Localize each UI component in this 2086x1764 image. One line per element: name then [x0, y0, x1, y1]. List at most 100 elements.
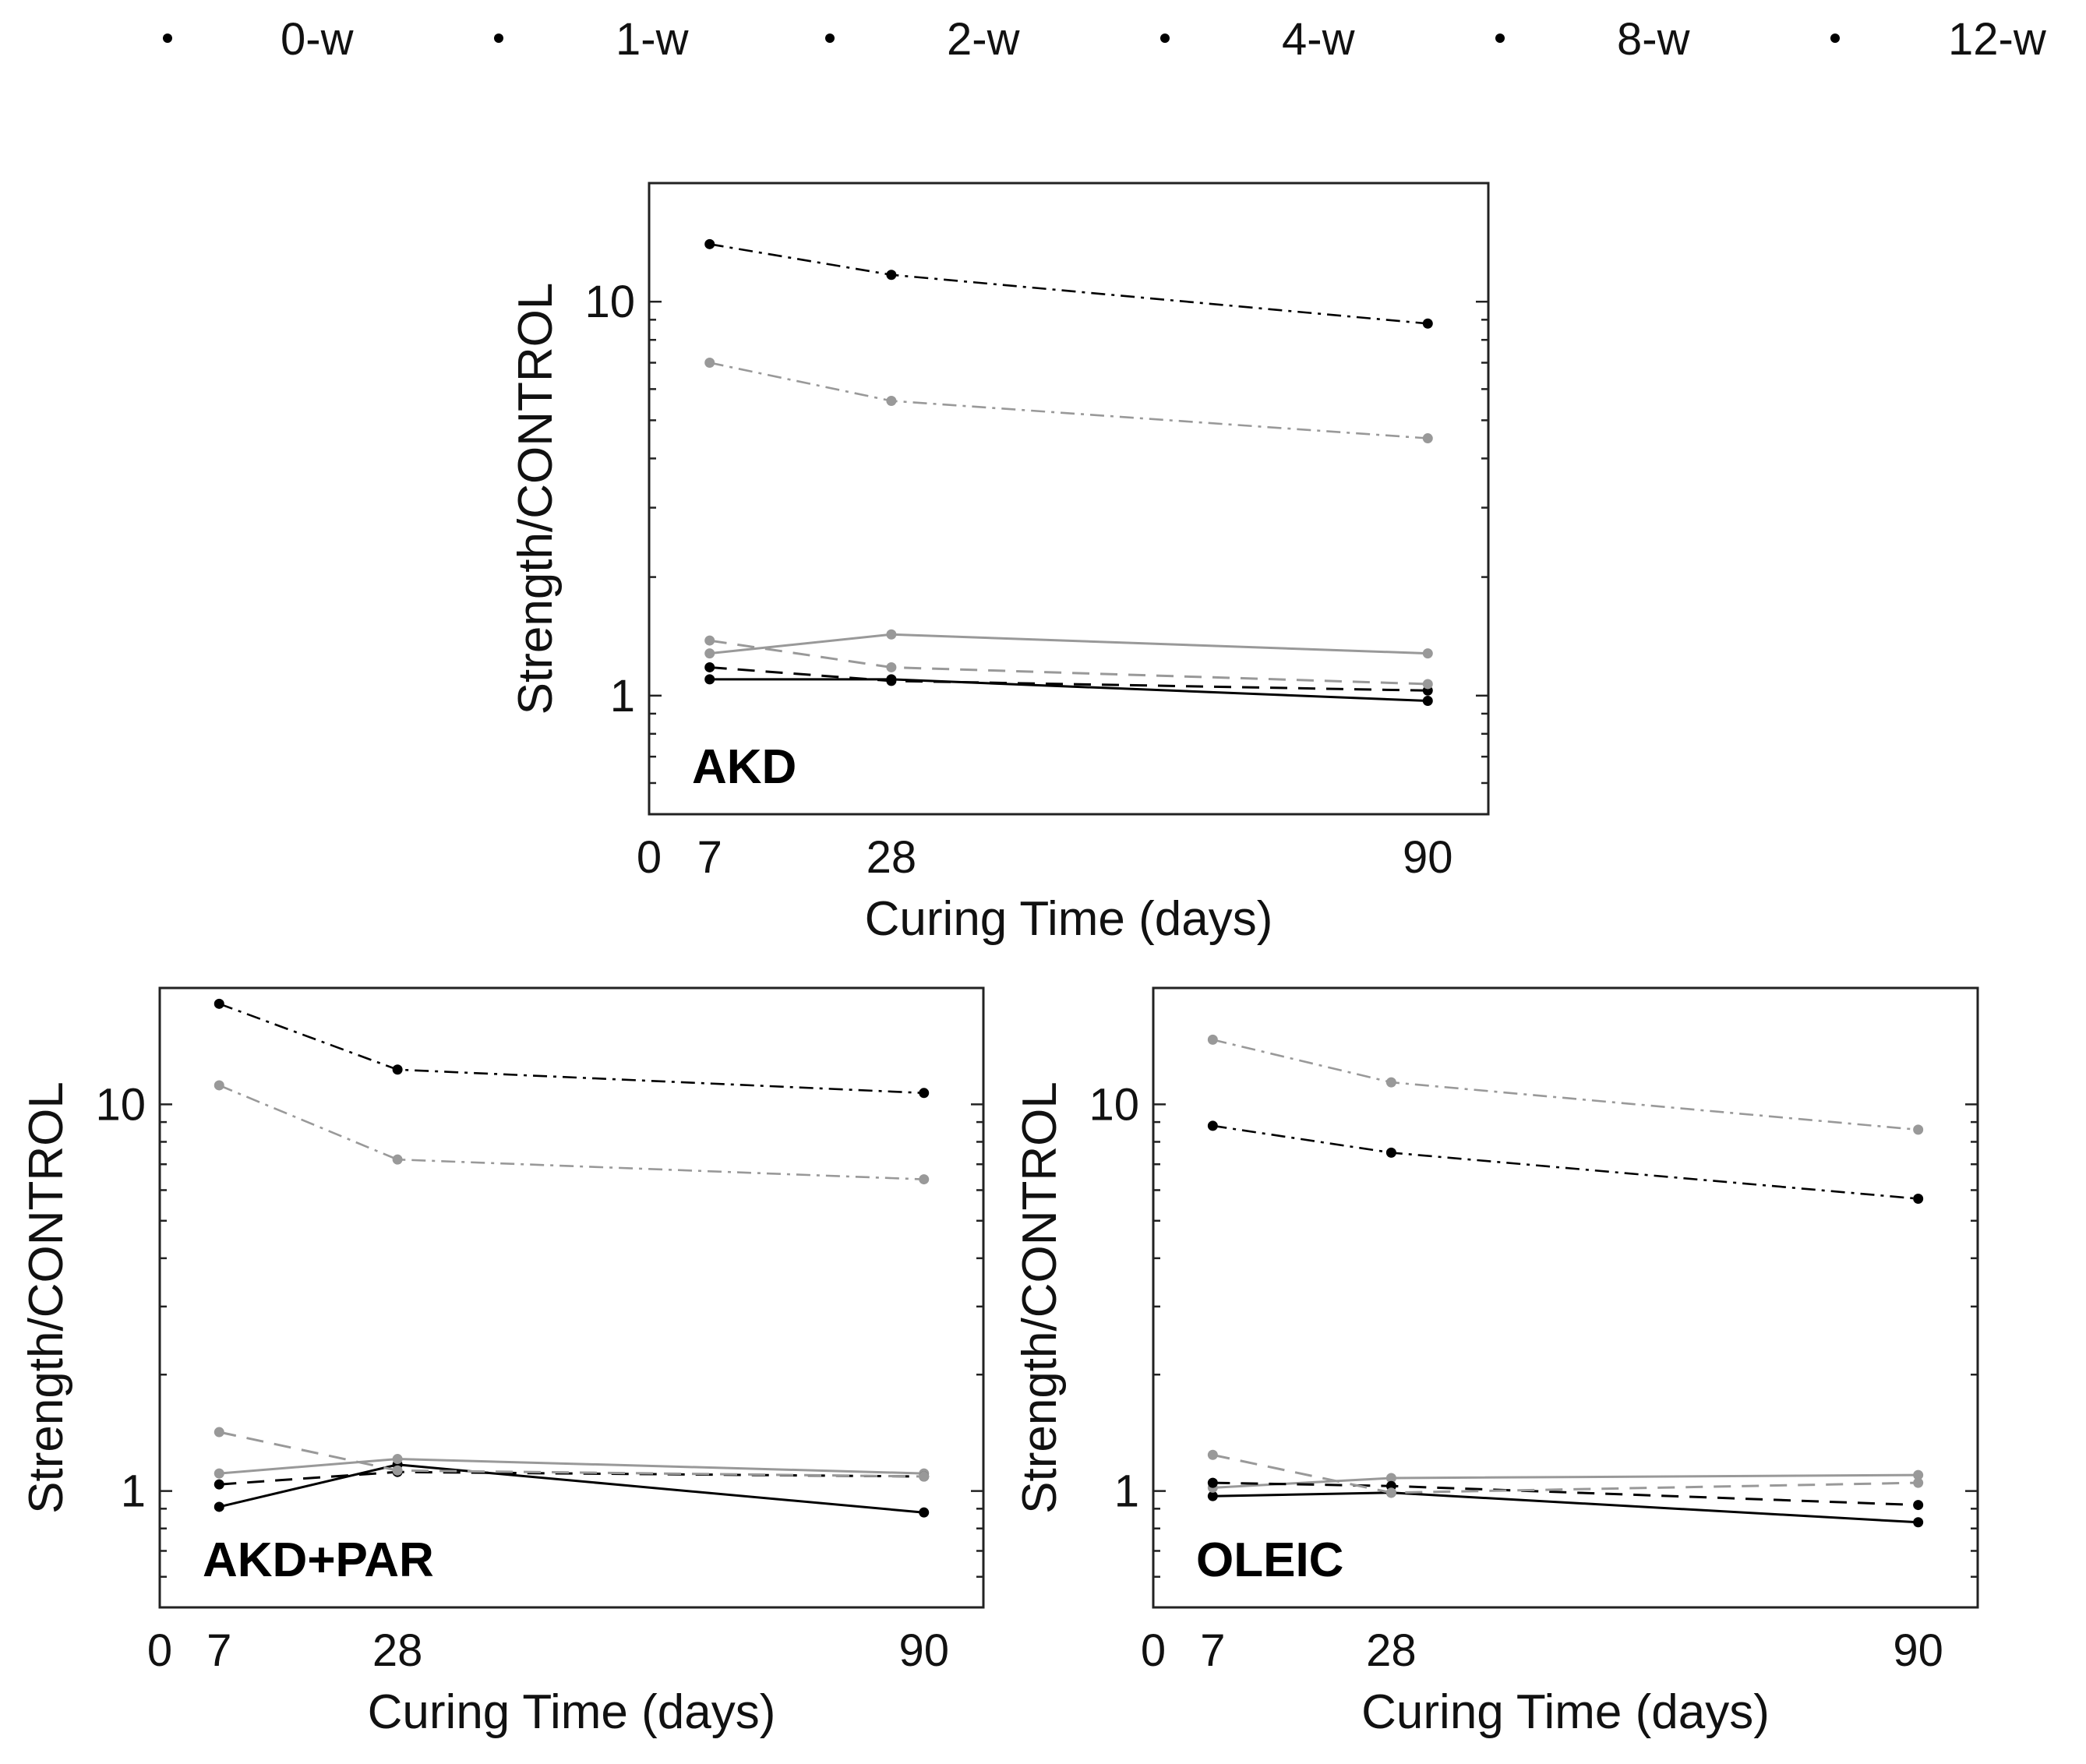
- data-point-12-w-day7: [704, 358, 715, 369]
- series-line-0-w: [218, 1463, 924, 1514]
- data-point-8-w-day90: [1422, 318, 1433, 329]
- legend-entry-2w: 2-w: [825, 14, 1021, 65]
- data-point-1-w-day7: [214, 1468, 224, 1479]
- panel-label: OLEIC: [1196, 1533, 1343, 1587]
- series-1-w: [1207, 1469, 1924, 1493]
- data-point-4-w-day7: [1207, 1449, 1218, 1460]
- data-point-2-w-day28: [886, 676, 897, 686]
- data-point-12-w-day90: [1422, 433, 1433, 444]
- data-point-1-w-day90: [1913, 1469, 1924, 1480]
- x-axis-label: Curing Time (days): [865, 892, 1273, 946]
- data-point-8-w-day90: [1913, 1194, 1924, 1205]
- data-point-8-w-day28: [392, 1064, 403, 1075]
- legend-label-12w: 12-w: [1948, 14, 2047, 65]
- legend-marker-4w: [1160, 34, 1170, 43]
- data-point-4-w-day28: [886, 662, 897, 672]
- data-point-2-w-day7: [214, 1479, 224, 1490]
- legend-marker-8w: [1495, 34, 1505, 43]
- legend-marker-1w: [494, 34, 503, 43]
- series-line-0-w: [709, 678, 1428, 702]
- series-line-1-w: [219, 1458, 924, 1475]
- data-point-4-w-day7: [214, 1427, 224, 1438]
- x-tick-label-7: 7: [697, 832, 722, 883]
- x-tick-label-0: 0: [637, 832, 662, 883]
- data-point-1-w-day28: [1385, 1473, 1396, 1484]
- data-point-8-w-day7: [704, 238, 715, 249]
- legend-label-1w: 1-w: [616, 14, 690, 65]
- y-axis-ticks: [1153, 986, 1978, 1609]
- legend-label-8w: 8-w: [1617, 14, 1691, 65]
- series-line-8-w: [1212, 1124, 1918, 1200]
- x-tick-label-28: 28: [867, 832, 917, 883]
- plot-frame: [158, 986, 985, 1609]
- data-point-8-w-day28: [886, 270, 897, 280]
- panel-akd-par: 1 10 0 7 28 90 Curing Time (days) Strength/CONT…: [19, 986, 985, 1739]
- y-axis-ticks: [160, 986, 983, 1609]
- data-point-4-w-day90: [919, 1471, 930, 1482]
- data-point-4-w-day28: [392, 1465, 403, 1476]
- data-point-12-w-day28: [392, 1154, 403, 1165]
- legend-entry-4w: 4-w: [1160, 14, 1356, 65]
- series-line-12-w: [1212, 1039, 1918, 1131]
- data-point-8-w-day28: [1385, 1147, 1396, 1158]
- x-tick-label-0: 0: [147, 1625, 172, 1676]
- data-point-0-w-day7: [214, 1501, 224, 1512]
- legend-label-0w: 0-w: [281, 14, 355, 65]
- legend-entry-0w: 0-w: [163, 14, 355, 65]
- y-tick-label-1: 1: [610, 671, 635, 721]
- series-8-w: [704, 238, 1433, 329]
- series-0-w: [704, 674, 1433, 706]
- y-axis-ticks: [649, 182, 1488, 816]
- x-tick-label-90: 90: [1403, 832, 1453, 883]
- data-point-8-w-day90: [919, 1088, 930, 1099]
- legend-label-2w: 2-w: [947, 14, 1021, 65]
- legend-entry-1w: 1-w: [494, 14, 690, 65]
- series-1-w: [704, 629, 1433, 659]
- series-line-4-w: [1212, 1453, 1918, 1494]
- legend-entry-12w: 12-w: [1830, 14, 2047, 65]
- x-tick-label-90: 90: [898, 1625, 949, 1676]
- data-point-2-w-day7: [704, 662, 715, 672]
- legend-label-4w: 4-w: [1282, 14, 1356, 65]
- series-line-1-w: [709, 633, 1428, 655]
- legend: 0-w 1-w 2-w 4-w 8-w 12-w: [163, 14, 2047, 65]
- data-point-12-w-day90: [919, 1174, 930, 1185]
- y-tick-label-1: 1: [1114, 1466, 1139, 1517]
- x-tick-label-7: 7: [206, 1625, 231, 1676]
- series-0-w: [1207, 1487, 1924, 1528]
- data-point-0-w-day90: [1913, 1517, 1924, 1528]
- x-tick-label-7: 7: [1200, 1625, 1225, 1676]
- series-4-w: [1207, 1449, 1924, 1498]
- data-point-8-w-day7: [1207, 1120, 1218, 1131]
- y-tick-label-10: 10: [1089, 1079, 1139, 1130]
- x-axis-label: Curing Time (days): [368, 1685, 776, 1739]
- series-12-w: [214, 1080, 930, 1185]
- data-point-2-w-day90: [1913, 1500, 1924, 1511]
- data-point-1-w-day28: [392, 1454, 403, 1465]
- series-12-w: [704, 358, 1433, 444]
- data-point-12-w-day90: [1913, 1124, 1924, 1135]
- series-12-w: [1207, 1034, 1924, 1135]
- y-tick-label-10: 10: [584, 277, 635, 327]
- data-point-0-w-day7: [1207, 1491, 1218, 1501]
- legend-marker-0w: [163, 34, 172, 43]
- data-point-1-w-day90: [1422, 648, 1433, 659]
- legend-marker-2w: [825, 34, 835, 43]
- x-tick-label-90: 90: [1893, 1625, 1943, 1676]
- y-axis-label: Strength/CONTROL: [1013, 1081, 1067, 1514]
- data-point-12-w-day28: [1385, 1077, 1396, 1088]
- data-point-12-w-day28: [886, 396, 897, 407]
- data-point-0-w-day7: [704, 674, 715, 685]
- data-point-1-w-day28: [886, 629, 897, 640]
- legend-marker-12w: [1830, 34, 1840, 43]
- series-8-w: [1207, 1120, 1924, 1205]
- series-line-8-w: [218, 1003, 924, 1095]
- series-line-4-w: [709, 639, 1428, 686]
- series-line-8-w: [709, 243, 1428, 325]
- data-point-0-w-day90: [1422, 695, 1433, 706]
- y-axis-label: Strength/CONTROL: [19, 1081, 73, 1514]
- y-axis-label: Strength/CONTROL: [509, 283, 563, 715]
- data-point-12-w-day7: [1207, 1034, 1218, 1045]
- x-tick-label-28: 28: [1366, 1625, 1417, 1676]
